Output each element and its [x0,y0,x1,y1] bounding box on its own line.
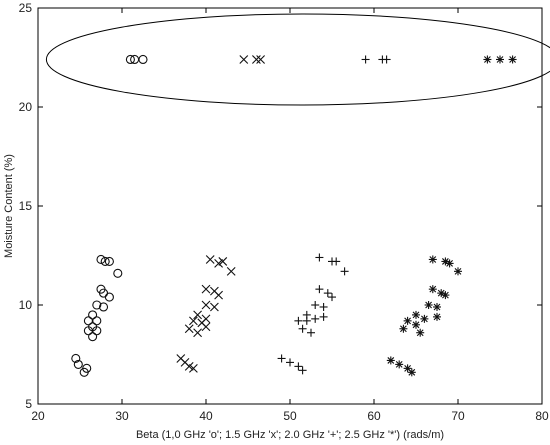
star-marker [386,356,395,365]
circle-marker [98,302,109,312]
circle-marker [88,332,98,342]
y-axis-title: Moisture Content (%) [3,154,15,258]
plus-marker [332,257,341,266]
circle-marker [88,310,98,320]
x-marker [189,363,198,373]
plus-marker [315,285,324,294]
star-marker [395,360,404,369]
circle-marker [104,256,114,266]
y-tick-label: 10 [19,298,33,312]
plus-marker [277,354,286,363]
plus-marker [315,253,324,262]
circle-marker [125,54,135,65]
y-tick-label: 15 [19,199,33,213]
x-marker [184,361,194,371]
circle-marker [83,316,93,326]
star-marker [496,55,504,64]
x-marker [201,284,211,294]
plus-marker [311,301,320,309]
circle-marker [92,316,102,326]
star-marker [433,312,441,321]
x-tick-label: 40 [199,409,213,423]
star-marker [403,316,412,325]
plus-marker [382,55,391,64]
circle-marker [71,353,81,364]
x-tick-label: 70 [451,409,465,423]
star-marker [428,255,437,264]
circle-marker [92,300,102,310]
y-tick-label: 25 [19,1,33,15]
plus-marker [307,328,315,337]
x-axis-title: Beta (1,0 GHz 'o'; 1.5 GHz 'x'; 2.0 GHz … [136,429,444,441]
star-marker [412,320,420,329]
plus-marker [298,324,307,333]
plus-marker [328,293,336,302]
circle-marker [113,268,123,278]
x-tick-label: 30 [115,409,129,423]
plus-marker [294,316,303,325]
star-marker [412,310,420,319]
x-tick-label: 80 [535,409,549,423]
plus-marker [286,358,294,367]
axis-ticks: 20 30 40 50 60 70 80 5 10 15 20 25 [19,1,549,423]
x-marker [210,302,219,312]
x-tick-label: 50 [283,409,297,423]
x-marker [205,255,215,264]
x-marker [226,266,236,276]
x-marker [184,324,194,334]
plus-marker [323,289,332,298]
plus-marker [294,362,303,371]
star-marker [454,267,462,276]
star-marker [445,259,454,268]
x-marker [214,259,223,268]
x-marker [218,257,228,266]
data-points [71,54,517,377]
star-marker [403,364,412,373]
plus-marker [319,302,328,311]
star-marker [428,285,437,294]
x-marker [239,55,249,64]
star-marker [420,314,429,323]
star-marker [407,368,416,377]
x-marker [193,328,202,338]
circle-marker [73,359,83,369]
star-marker [416,328,425,337]
highlight-ellipse-layer [45,13,550,106]
x-marker [193,310,202,320]
plus-marker [361,55,370,64]
x-marker [201,300,211,310]
circle-marker [138,54,148,65]
highlight-ellipse [45,13,550,106]
plus-marker [311,314,320,323]
plus-marker [298,366,307,375]
star-marker [399,324,408,333]
x-tick-label: 60 [367,409,381,423]
circle-marker [100,256,110,266]
plus-marker [302,316,311,325]
y-tick-label: 5 [25,397,32,411]
circle-marker [92,326,102,336]
circle-marker [96,254,106,265]
star-marker [483,55,492,64]
circle-marker [79,367,89,377]
plus-marker [319,312,328,321]
plot-frame [37,7,543,405]
x-marker [189,316,198,326]
star-marker [424,301,433,309]
y-tick-label: 20 [19,100,33,114]
x-marker [252,55,261,64]
star-marker [433,302,441,311]
circle-marker [104,292,114,302]
x-marker [201,322,211,332]
plus-marker [340,267,349,276]
star-marker [508,55,517,64]
x-marker [256,55,265,64]
star-marker [441,291,450,300]
x-tick-label: 20 [31,409,45,423]
x-marker [214,290,223,300]
